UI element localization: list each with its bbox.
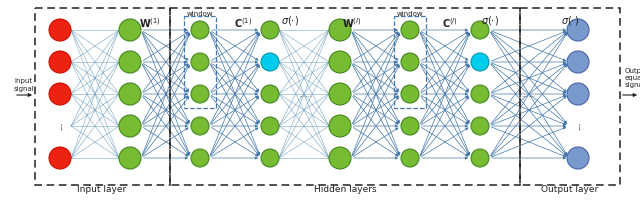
Ellipse shape (567, 19, 589, 41)
Ellipse shape (261, 53, 279, 71)
Ellipse shape (471, 21, 489, 39)
Bar (394, 16, 426, 108)
Ellipse shape (119, 147, 141, 169)
Ellipse shape (191, 149, 209, 167)
Text: $\mathbf{W}^{(l)}$: $\mathbf{W}^{(l)}$ (342, 16, 362, 30)
Text: Hidden layers: Hidden layers (314, 185, 376, 194)
Ellipse shape (567, 51, 589, 73)
Ellipse shape (471, 85, 489, 103)
Text: window: window (187, 11, 213, 17)
Text: $\mathbf{C}^{(1)}$: $\mathbf{C}^{(1)}$ (234, 16, 252, 30)
Bar (35, 8, 170, 185)
Ellipse shape (119, 83, 141, 105)
Text: window: window (397, 11, 423, 17)
Ellipse shape (401, 21, 419, 39)
Ellipse shape (261, 149, 279, 167)
Ellipse shape (49, 147, 71, 169)
Ellipse shape (191, 21, 209, 39)
Ellipse shape (49, 51, 71, 73)
Ellipse shape (49, 83, 71, 105)
Text: ...: ... (57, 122, 63, 130)
Ellipse shape (191, 117, 209, 135)
Text: $\sigma(\cdot)$: $\sigma(\cdot)$ (281, 14, 299, 27)
Text: ...: ... (575, 122, 581, 130)
Text: Input layer: Input layer (77, 185, 127, 194)
Ellipse shape (261, 85, 279, 103)
Text: Input
signal: Input signal (14, 79, 35, 92)
Bar (184, 16, 216, 108)
Ellipse shape (191, 53, 209, 71)
Ellipse shape (401, 85, 419, 103)
Ellipse shape (119, 19, 141, 41)
Ellipse shape (119, 51, 141, 73)
Ellipse shape (119, 115, 141, 137)
Ellipse shape (329, 115, 351, 137)
Text: ......: ...... (521, 89, 535, 98)
Ellipse shape (329, 83, 351, 105)
Ellipse shape (329, 147, 351, 169)
Ellipse shape (261, 21, 279, 39)
Ellipse shape (471, 53, 489, 71)
Ellipse shape (471, 117, 489, 135)
Ellipse shape (329, 19, 351, 41)
Text: $\mathbf{C}^{(l)}$: $\mathbf{C}^{(l)}$ (442, 16, 458, 30)
Text: $\sigma(\cdot)$: $\sigma(\cdot)$ (561, 14, 579, 27)
Text: $\mathbf{W}^{(1)}$: $\mathbf{W}^{(1)}$ (139, 16, 161, 30)
Bar (520, 8, 620, 185)
Ellipse shape (191, 85, 209, 103)
Ellipse shape (401, 149, 419, 167)
Text: Output
equalized
signal: Output equalized signal (625, 68, 640, 88)
Ellipse shape (567, 83, 589, 105)
Text: Output layer: Output layer (541, 185, 598, 194)
Ellipse shape (261, 117, 279, 135)
Ellipse shape (401, 53, 419, 71)
Text: ......: ...... (298, 89, 312, 98)
Ellipse shape (471, 149, 489, 167)
Ellipse shape (401, 117, 419, 135)
Ellipse shape (567, 147, 589, 169)
Ellipse shape (49, 19, 71, 41)
Bar (170, 8, 520, 185)
Ellipse shape (329, 51, 351, 73)
Text: $\sigma(\cdot)$: $\sigma(\cdot)$ (481, 14, 499, 27)
